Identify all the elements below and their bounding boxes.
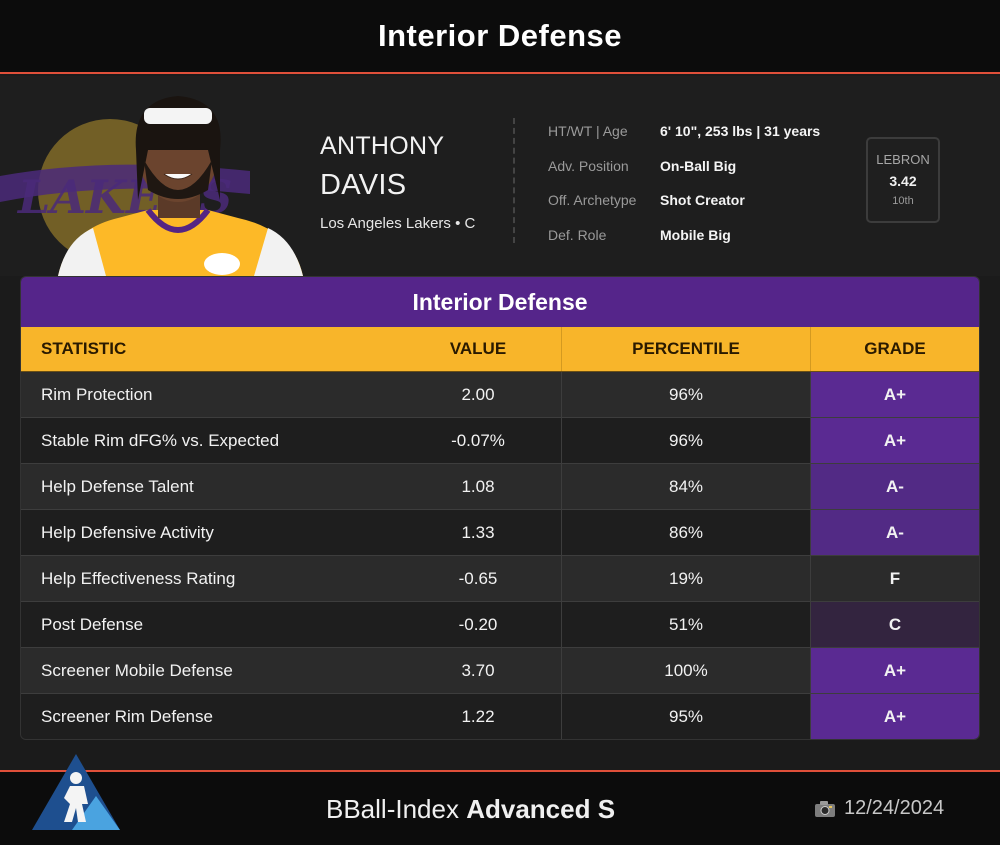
table-row: Screener Mobile Defense 3.70 100% A+ — [21, 648, 979, 694]
player-team-position: Los Angeles Lakers • C — [320, 215, 476, 232]
lebron-rank: 10th — [892, 195, 914, 207]
stat-percentile-cell: 19% — [561, 556, 810, 601]
brand-bold: Advanced S — [466, 794, 616, 824]
stat-name-cell: Stable Rim dFG% vs. Expected — [41, 430, 280, 450]
player-last-name: DAVIS — [320, 169, 407, 201]
lebron-value: 3.42 — [889, 173, 917, 189]
info-value: Mobile Big — [660, 227, 731, 243]
info-label: Adv. Position — [548, 158, 629, 174]
table-header: STATISTIC VALUE PERCENTILE GRADE — [21, 327, 979, 372]
stat-grade-cell: A- — [810, 464, 979, 509]
stat-grade-cell: A- — [810, 510, 979, 555]
info-value: Shot Creator — [660, 192, 745, 208]
stat-name-cell: Help Defensive Activity — [41, 522, 214, 542]
table-row: Help Effectiveness Rating -0.65 19% F — [21, 556, 979, 602]
stat-percentile-cell: 95% — [561, 694, 810, 739]
stat-percentile-cell: 100% — [561, 648, 810, 693]
stat-value-cell: 1.08 — [461, 476, 495, 496]
page-title: Interior Defense — [377, 18, 622, 53]
stat-name-cell: Help Defense Talent — [41, 476, 194, 496]
profile-divider — [513, 118, 515, 243]
info-value: 6' 10", 253 lbs | 31 years — [660, 123, 821, 139]
date-stamp: 12/24/2024 — [814, 797, 944, 820]
player-profile: LAKERS ANTHONY DAVIS Los Angeles Lakers … — [0, 76, 1000, 276]
date-text: 12/24/2024 — [844, 797, 945, 819]
column-header-value: VALUE — [449, 339, 507, 358]
lebron-label: LEBRON — [876, 152, 930, 167]
stat-value-cell: -0.07% — [451, 430, 505, 450]
stat-percentile-cell: 96% — [561, 418, 810, 463]
table-row: Rim Protection 2.00 96% A+ — [21, 372, 979, 418]
stat-name-cell: Screener Rim Defense — [41, 706, 213, 726]
stat-value-cell: -0.65 — [458, 568, 498, 588]
stat-value-cell: 1.33 — [461, 522, 495, 542]
stat-name-cell: Post Defense — [41, 614, 144, 634]
info-label: HT/WT | Age — [548, 123, 628, 139]
stat-percentile-cell: 86% — [561, 510, 810, 555]
stat-name-cell: Help Effectiveness Rating — [41, 568, 236, 588]
player-first-name: ANTHONY — [320, 132, 445, 160]
brand-prefix: BBall-Index — [326, 794, 459, 824]
stat-name-cell: Rim Protection — [41, 384, 153, 404]
stat-value-cell: 1.22 — [461, 706, 495, 726]
stat-value-cell: -0.20 — [458, 614, 498, 634]
lebron-metric-box: LEBRON 3.42 10th — [866, 137, 940, 223]
stat-percentile-cell: 96% — [561, 372, 810, 417]
column-header-percentile: PERCENTILE — [561, 327, 810, 371]
bball-index-logo-icon — [32, 754, 120, 830]
info-value: On-Ball Big — [660, 158, 737, 174]
table-title: Interior Defense — [21, 277, 979, 327]
info-label: Def. Role — [548, 227, 607, 243]
column-header-grade: GRADE — [810, 327, 979, 371]
stat-grade-cell: A+ — [810, 418, 979, 463]
column-header-statistic: STATISTIC — [41, 339, 127, 358]
stat-grade-cell: A+ — [810, 372, 979, 417]
player-headshot — [58, 96, 303, 276]
stats-card: Interior Defense STATISTIC VALUE PERCENT… — [20, 276, 980, 740]
table-row: Screener Rim Defense 1.22 95% A+ — [21, 694, 979, 739]
stat-percentile-cell: 51% — [561, 602, 810, 647]
stat-grade-cell: A+ — [810, 694, 979, 739]
stat-grade-cell: F — [810, 556, 979, 601]
stat-value-cell: 3.70 — [461, 660, 495, 680]
table-body: Rim Protection 2.00 96% A+ Stable Rim dFG% v… — [21, 372, 979, 739]
table-row: Post Defense -0.20 51% C — [21, 602, 979, 648]
table-row: Help Defensive Activity 1.33 86% A- — [21, 510, 979, 556]
page-footer: BBall-Index Advanced S 12/24/2024 — [0, 754, 1000, 845]
stat-grade-cell: C — [810, 602, 979, 647]
stat-name-cell: Screener Mobile Defense — [41, 660, 233, 680]
stat-value-cell: 2.00 — [461, 384, 495, 404]
brand-text: BBall-Index Advanced S — [326, 794, 615, 825]
stat-grade-cell: A+ — [810, 648, 979, 693]
page-header: Interior Defense — [0, 0, 1000, 74]
camera-icon — [815, 800, 835, 817]
info-label: Off. Archetype — [548, 192, 637, 208]
table-row: Help Defense Talent 1.08 84% A- — [21, 464, 979, 510]
stat-percentile-cell: 84% — [561, 464, 810, 509]
table-row: Stable Rim dFG% vs. Expected -0.07% 96% A+ — [21, 418, 979, 464]
